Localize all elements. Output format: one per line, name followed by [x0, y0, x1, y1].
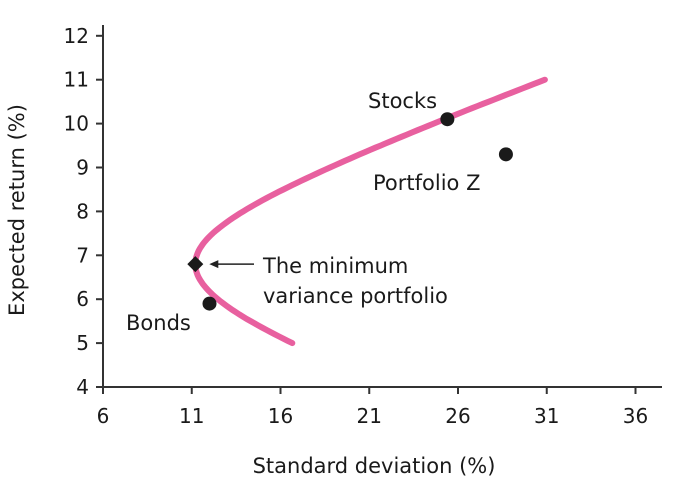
- y-tick-label: 11: [64, 68, 89, 92]
- x-tick-label: 6: [97, 404, 110, 428]
- point-bonds: [202, 296, 217, 311]
- x-axis-label: Standard deviation (%): [253, 454, 496, 478]
- ticks: 6 11 16 21 26 31 36 4 5 6 7 8 9 10 11 12: [64, 24, 649, 428]
- x-tick-label: 21: [357, 404, 382, 428]
- y-tick-label: 10: [64, 112, 89, 136]
- point-minimum-variance: [187, 256, 204, 273]
- y-tick-label: 9: [76, 156, 89, 180]
- points: [187, 112, 513, 311]
- y-tick-label: 7: [76, 243, 89, 267]
- label-bonds: Bonds: [126, 311, 191, 335]
- y-axis-label: Expected return (%): [5, 104, 29, 316]
- x-tick-label: 31: [534, 404, 559, 428]
- x-tick-label: 16: [268, 404, 293, 428]
- frontier-curve: [192, 76, 548, 347]
- label-min-var-2: variance portfolio: [263, 284, 448, 308]
- x-tick-label: 26: [445, 404, 470, 428]
- y-tick-label: 4: [76, 375, 89, 399]
- label-portfolio-z: Portfolio Z: [373, 171, 480, 195]
- label-stocks: Stocks: [368, 89, 437, 113]
- y-tick-label: 12: [64, 24, 89, 48]
- label-min-var-1: The minimum: [262, 254, 408, 278]
- arrow-head-icon: [209, 260, 219, 269]
- x-tick-label: 11: [179, 404, 204, 428]
- axes: [102, 25, 662, 388]
- y-tick-label: 6: [76, 287, 89, 311]
- point-portfolio-z: [498, 147, 513, 162]
- y-tick-label: 5: [76, 331, 89, 355]
- point-stocks: [440, 112, 455, 127]
- x-tick-label: 36: [623, 404, 648, 428]
- y-tick-label: 8: [76, 199, 89, 223]
